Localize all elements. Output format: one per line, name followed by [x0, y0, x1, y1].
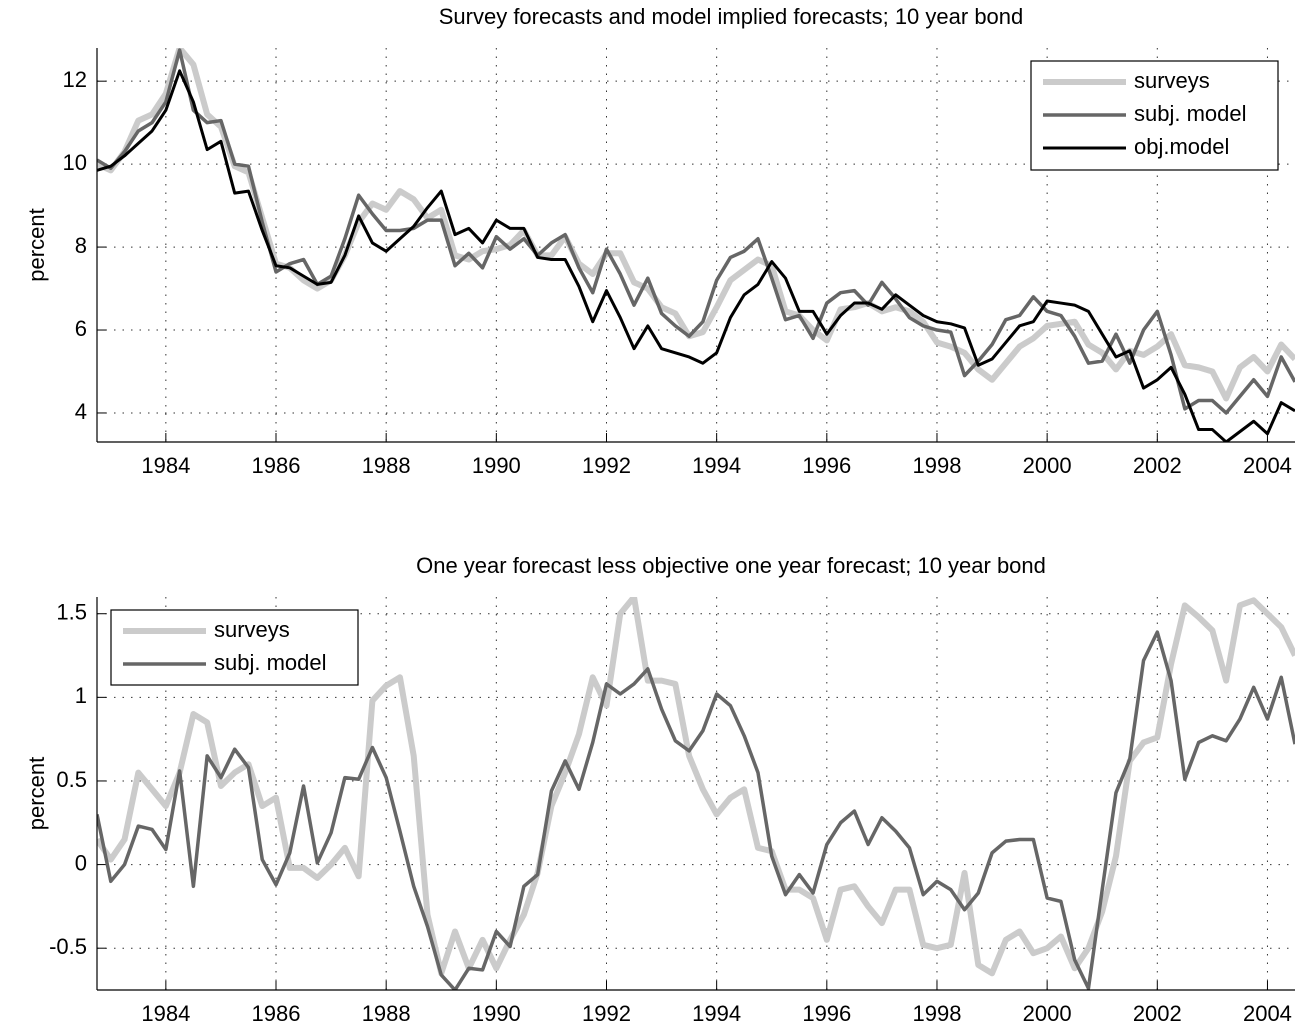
x-tick-label: 2004: [1243, 453, 1292, 478]
series-line: [97, 69, 1295, 442]
y-tick-label: -0.5: [49, 934, 87, 959]
x-tick-label: 1998: [913, 453, 962, 478]
x-tick-label: 1998: [913, 1001, 962, 1026]
x-tick-label: 1996: [802, 1001, 851, 1026]
y-tick-label: 1: [75, 683, 87, 708]
x-tick-label: 1992: [582, 1001, 631, 1026]
x-tick-label: 2000: [1023, 453, 1072, 478]
series-line: [97, 48, 1295, 415]
x-tick-label: 2000: [1023, 1001, 1072, 1026]
x-tick-label: 1984: [141, 453, 190, 478]
y-tick-label: 1.5: [56, 600, 87, 625]
x-tick-label: 1988: [362, 453, 411, 478]
legend-label: surveys: [1134, 68, 1210, 93]
plot-area: [97, 597, 1295, 990]
x-tick-label: 1984: [141, 1001, 190, 1026]
y-tick-label: 12: [63, 67, 87, 92]
legend-label: surveys: [214, 617, 290, 642]
series-line: [97, 48, 1295, 402]
x-tick-label: 2004: [1243, 1001, 1292, 1026]
y-tick-label: 10: [63, 150, 87, 175]
y-axis-label: percent: [24, 208, 49, 281]
legend-box: [110, 609, 359, 686]
x-tick-label: 1992: [582, 453, 631, 478]
x-tick-label: 2002: [1133, 453, 1182, 478]
legend-label: subj. model: [214, 650, 327, 675]
chart-title: Survey forecasts and model implied forec…: [439, 4, 1024, 29]
x-tick-label: 1994: [692, 1001, 741, 1026]
chart-title: One year forecast less objective one yea…: [416, 553, 1046, 578]
x-tick-label: 1986: [252, 1001, 301, 1026]
x-tick-label: 2002: [1133, 1001, 1182, 1026]
legend-label: subj. model: [1134, 101, 1247, 126]
x-tick-label: 1990: [472, 453, 521, 478]
y-tick-label: 0.5: [56, 767, 87, 792]
y-axis-label: percent: [24, 757, 49, 830]
y-tick-label: 8: [75, 233, 87, 258]
y-tick-label: 4: [75, 399, 87, 424]
x-tick-label: 1996: [802, 453, 851, 478]
series-line: [97, 630, 1295, 990]
x-tick-label: 1994: [692, 453, 741, 478]
legend-label: obj.model: [1134, 134, 1229, 159]
x-tick-label: 1990: [472, 1001, 521, 1026]
y-tick-label: 6: [75, 316, 87, 341]
y-tick-label: 0: [75, 850, 87, 875]
x-tick-label: 1986: [252, 453, 301, 478]
x-tick-label: 1988: [362, 1001, 411, 1026]
plot-area: [97, 48, 1295, 442]
